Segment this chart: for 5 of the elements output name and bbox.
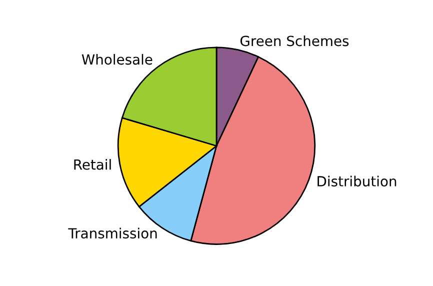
slice-label: Distribution	[318, 176, 396, 187]
slice-label: Wholesale	[82, 54, 152, 65]
slice-label: Green Schemes	[240, 35, 349, 46]
slice-label: Transmission	[68, 228, 157, 239]
slice-label: Retail	[74, 159, 111, 170]
